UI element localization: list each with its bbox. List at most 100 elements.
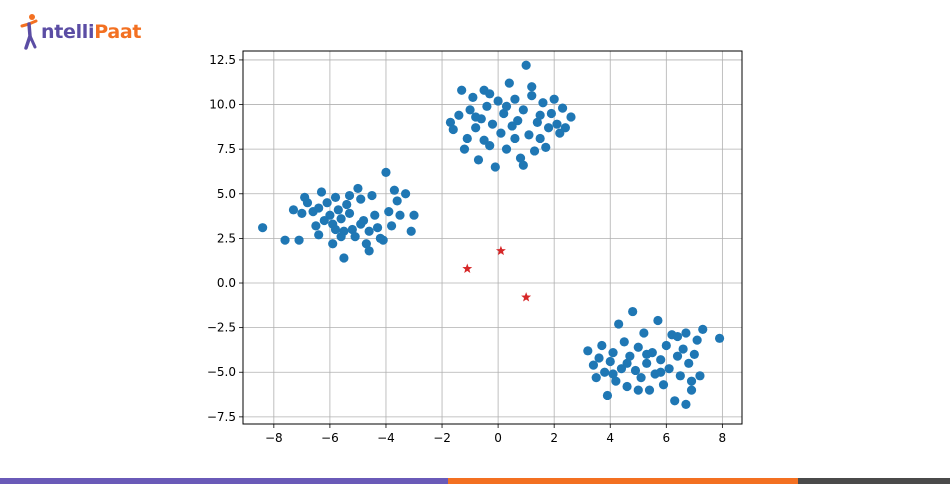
star-point <box>521 292 532 302</box>
scatter-point <box>527 91 537 101</box>
scatter-point <box>653 315 663 326</box>
data-points <box>258 60 725 409</box>
scatter-point <box>378 235 388 245</box>
scatter-point <box>350 232 360 242</box>
x-tick-label: 0 <box>494 431 502 445</box>
scatter-point <box>681 399 691 409</box>
scatter-point <box>611 376 621 386</box>
scatter-point <box>552 119 562 129</box>
scatter-point <box>524 130 534 140</box>
scatter-point <box>656 355 666 365</box>
scatter-point <box>406 226 416 236</box>
scatter-point <box>465 105 475 115</box>
scatter-point <box>482 101 492 111</box>
scatter-point <box>597 340 607 351</box>
scatter-point <box>633 342 643 352</box>
scatter-point <box>339 253 349 263</box>
scatter-point <box>473 155 484 165</box>
scatter-point <box>454 110 464 120</box>
scatter-point <box>485 140 495 151</box>
scatter-point <box>311 221 321 231</box>
axes: −8 −6 −4 −2 0 2 4 6 8 −7.5 −5.0 −2.5 0.0 2.5 5.0 7.5 10.… <box>207 53 726 445</box>
scatter-point <box>642 349 652 359</box>
scatter-point <box>625 351 635 361</box>
scatter-point <box>468 92 478 103</box>
scatter-point <box>549 94 559 104</box>
scatter-point <box>392 196 402 206</box>
scatter-point <box>297 208 307 219</box>
brand-logo: ntelliPaat <box>18 10 141 54</box>
scatter-point <box>681 328 691 338</box>
scatter-point <box>344 208 355 219</box>
scatter-point <box>543 123 554 133</box>
y-tick-label: 2.5 <box>217 231 236 245</box>
scatter-point <box>280 235 290 245</box>
scatter-point <box>487 119 498 129</box>
scatter-point <box>684 358 694 368</box>
scatter-point <box>384 207 394 217</box>
scatter-point <box>518 105 528 115</box>
scatter-point <box>336 232 346 242</box>
scatter-point <box>356 194 366 204</box>
scatter-point <box>560 123 570 133</box>
x-tick-label: −2 <box>433 431 451 445</box>
scatter-point <box>381 167 391 177</box>
scatter-point <box>499 108 509 119</box>
scatter-point <box>400 189 411 199</box>
scatter-point <box>294 235 304 245</box>
scatter-point <box>566 112 576 122</box>
scatter-point <box>501 101 512 111</box>
scatter-point <box>714 333 725 343</box>
y-tick-label: 5.0 <box>217 187 236 201</box>
footer-bar-segment-purple <box>0 478 448 484</box>
scatter-point <box>386 221 397 231</box>
scatter-point <box>333 205 343 215</box>
scatter-point <box>633 385 643 395</box>
y-tick-label: −5.0 <box>207 365 236 379</box>
scatter-point <box>471 112 481 122</box>
logo-figure-icon <box>20 14 38 50</box>
scatter-point <box>336 214 346 224</box>
scatter-point <box>656 367 666 377</box>
scatter-point <box>395 210 405 220</box>
scatter-point <box>532 117 542 127</box>
scatter-point <box>330 224 341 235</box>
x-tick-label: 4 <box>606 431 614 445</box>
scatter-point <box>389 185 399 195</box>
scatter-point <box>622 381 632 392</box>
scatter-point <box>370 210 380 220</box>
scatter-point <box>485 89 495 99</box>
scatter-point <box>557 103 568 113</box>
y-tick-label: 7.5 <box>217 142 236 156</box>
footer-bar-segment-gray <box>798 478 950 484</box>
scatter-point <box>698 324 708 335</box>
scatter-point <box>510 133 520 144</box>
scatter-point <box>686 376 697 386</box>
scatter-point <box>342 199 352 210</box>
y-tick-label: 10.0 <box>209 98 236 112</box>
scatter-point <box>493 96 503 106</box>
scatter-point <box>686 385 697 395</box>
scatter-point <box>344 190 355 201</box>
scatter-point <box>288 205 299 215</box>
scatter-point <box>353 183 363 194</box>
scatter-point <box>490 162 500 172</box>
y-tick-label: −2.5 <box>207 321 236 335</box>
scatter-point <box>529 146 540 156</box>
scatter-point <box>672 351 683 361</box>
scatter-point <box>356 219 366 229</box>
scatter-point <box>496 128 506 138</box>
logo-wordmark-prefix: ntelli <box>41 21 95 43</box>
scatter-point <box>588 360 599 370</box>
footer-bar-segment-orange <box>448 478 798 484</box>
scatter-point <box>513 116 523 126</box>
y-tick-label: 0.0 <box>217 276 236 290</box>
scatter-point <box>614 319 624 329</box>
scatter-point <box>664 364 674 374</box>
x-tick-label: 6 <box>662 431 670 445</box>
plot-frame <box>242 50 743 425</box>
scatter-point <box>319 215 329 226</box>
scatter-point <box>608 369 618 379</box>
y-tick-label: −7.5 <box>207 410 236 424</box>
